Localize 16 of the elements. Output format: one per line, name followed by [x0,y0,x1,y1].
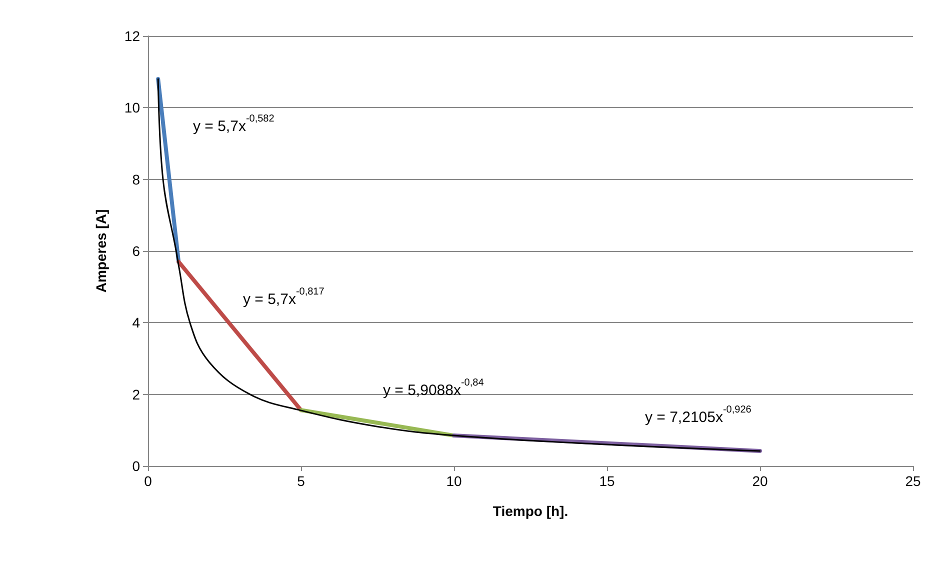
y-tick-label: 6 [132,243,140,259]
x-axis-title: Tiempo [h]. [492,503,568,519]
x-tick-label: 25 [905,473,921,489]
y-tick-label: 12 [124,28,140,44]
x-tick-label: 5 [297,473,306,489]
x-tick-label: 0 [144,473,152,489]
y-tick-label: 0 [132,458,140,474]
x-tick-label: 15 [599,473,615,489]
y-axis-title: Amperes [A] [93,209,109,293]
line-series [157,78,761,452]
y-tick-label: 4 [132,314,140,331]
x-tick-label: 20 [752,473,768,489]
y-tick-label: 2 [132,386,140,402]
y-tick-label: 8 [132,171,140,188]
y-tick-label: 10 [124,100,140,116]
x-tick-label: 10 [446,473,462,489]
